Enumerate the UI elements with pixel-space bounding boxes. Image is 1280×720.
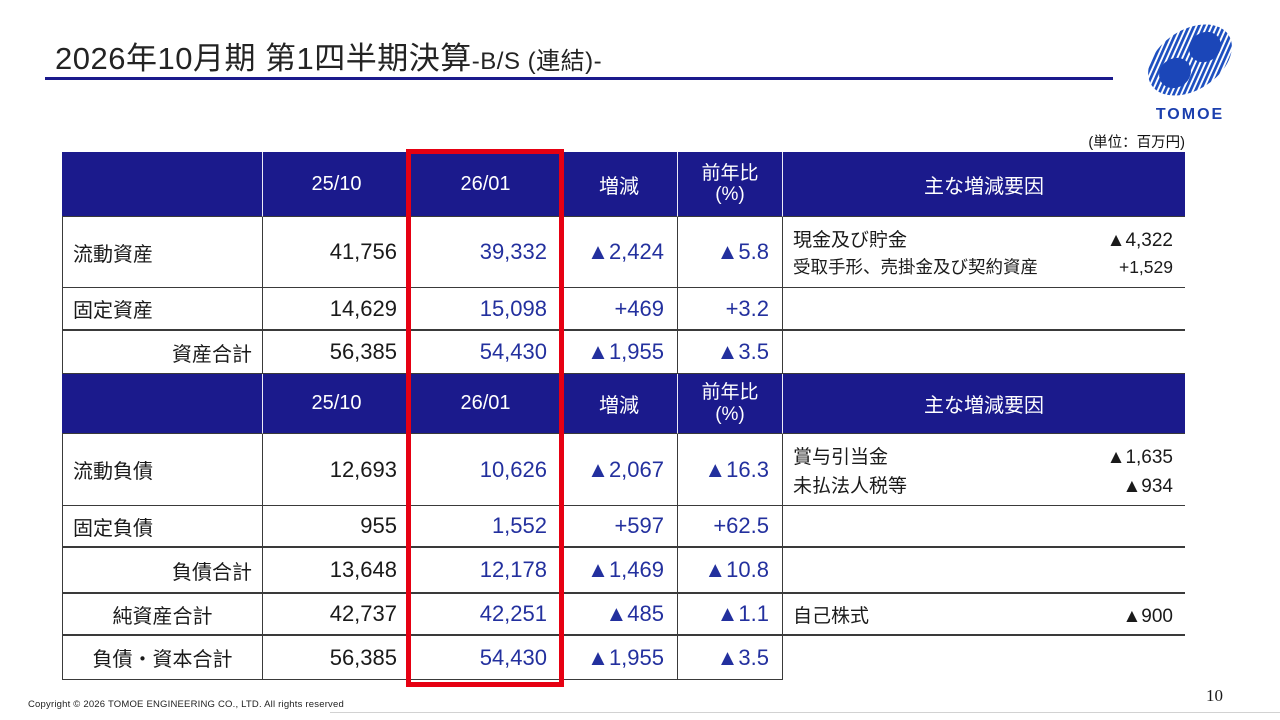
col-header-26-01: 26/01: [411, 152, 561, 217]
total-net-assets-prev: 42,737: [263, 594, 411, 636]
total-net-assets-change: ▲485: [561, 594, 678, 636]
balance-sheet-table: 25/10 26/01 増減 前年比 (%) 主な増減要因 流動資産 41,75…: [62, 152, 1185, 680]
total-net-assets-yoy: ▲1.1: [678, 594, 783, 636]
col-header-25-10-2: 25/10: [263, 374, 411, 434]
factor-value: +1,529: [1118, 257, 1173, 277]
current-assets-yoy: ▲5.8: [678, 217, 783, 288]
col-header-main-factors-2: 主な増減要因: [783, 374, 1185, 434]
total-liabilities-factors: [783, 548, 1185, 594]
total-assets-yoy: ▲3.5: [678, 331, 783, 374]
fixed-liabilities-prev: 955: [263, 506, 411, 548]
col-header-item-blank: [62, 152, 263, 217]
col-header-yoy-line2: (%): [715, 184, 745, 205]
current-liabilities-prev: 12,693: [263, 434, 411, 506]
page-title-sub: -B/S (連結)-: [471, 48, 603, 75]
col-header-yoy-line2: (%): [715, 403, 745, 425]
total-assets-prev: 56,385: [263, 331, 411, 374]
factor-value: ▲900: [1122, 605, 1173, 627]
col-header-yoy-2: 前年比 (%): [678, 374, 783, 434]
tomoe-logo-text: TOMOE: [1156, 106, 1224, 123]
total-assets-label: 資産合計: [62, 331, 263, 374]
total-net-assets-label: 純資産合計: [62, 594, 263, 636]
current-assets-label: 流動資産: [62, 217, 263, 288]
col-header-change-2: 増減: [561, 374, 678, 434]
col-header-25-10: 25/10: [263, 152, 411, 217]
fixed-assets-label: 固定資産: [62, 288, 263, 331]
fixed-liabilities-curr: 1,552: [411, 506, 561, 548]
total-liabilities-equity-factors: [783, 636, 1185, 680]
factor-line: 現金及び貯金 ▲4,322: [793, 225, 1173, 252]
total-assets-change: ▲1,955: [561, 331, 678, 374]
total-liabilities-equity-yoy: ▲3.5: [678, 636, 783, 680]
total-liabilities-label: 負債合計: [62, 548, 263, 594]
factor-value: ▲1,635: [1106, 446, 1173, 468]
total-liabilities-prev: 13,648: [263, 548, 411, 594]
tomoe-logo: TOMOE: [1148, 24, 1232, 123]
factor-name: 自己株式: [793, 605, 870, 627]
current-liabilities-change: ▲2,067: [561, 434, 678, 506]
factor-value: ▲934: [1122, 475, 1173, 497]
page-title-main: 2026年10月期 第1四半期決算: [55, 41, 472, 76]
col-header-item-blank-2: [62, 374, 263, 434]
fixed-liabilities-label: 固定負債: [62, 506, 263, 548]
factor-name: 現金及び貯金: [793, 230, 908, 251]
unit-note: (単位：百万円): [1088, 135, 1185, 151]
current-liabilities-yoy: ▲16.3: [678, 434, 783, 506]
total-assets-curr: 54,430: [411, 331, 561, 374]
total-liabilities-equity-label: 負債・資本合計: [62, 636, 263, 680]
tomoe-logo-mark: [1148, 24, 1232, 96]
factor-name: 未払法人税等: [793, 475, 908, 497]
total-liabilities-yoy: ▲10.8: [678, 548, 783, 594]
col-header-change: 増減: [561, 152, 678, 217]
current-assets-prev: 41,756: [263, 217, 411, 288]
col-header-yoy: 前年比 (%): [678, 152, 783, 217]
total-net-assets-curr: 42,251: [411, 594, 561, 636]
col-header-yoy-line1: 前年比: [701, 382, 759, 404]
factor-line: 受取手形、売掛金及び契約資産 +1,529: [793, 254, 1173, 279]
current-liabilities-factors: 賞与引当金 ▲1,635 未払法人税等 ▲934: [783, 434, 1185, 506]
total-liabilities-equity-curr: 54,430: [411, 636, 561, 680]
factor-value: ▲4,322: [1106, 230, 1173, 251]
fixed-liabilities-factors: [783, 506, 1185, 548]
col-header-26-01-2: 26/01: [411, 374, 561, 434]
total-net-assets-factors: 自己株式 ▲900: [783, 594, 1185, 636]
total-liabilities-equity-change: ▲1,955: [561, 636, 678, 680]
current-assets-change: ▲2,424: [561, 217, 678, 288]
current-assets-curr: 39,332: [411, 217, 561, 288]
current-assets-factors: 現金及び貯金 ▲4,322 受取手形、売掛金及び契約資産 +1,529: [783, 217, 1185, 288]
total-assets-factors: [783, 331, 1185, 374]
page-number: 10: [1206, 686, 1223, 705]
total-liabilities-curr: 12,178: [411, 548, 561, 594]
factor-line: 未払法人税等 ▲934: [793, 471, 1173, 498]
col-header-main-factors: 主な増減要因: [783, 152, 1185, 217]
total-liabilities-equity-prev: 56,385: [263, 636, 411, 680]
fixed-assets-factors: [783, 288, 1185, 331]
current-liabilities-label: 流動負債: [62, 434, 263, 506]
col-header-yoy-line1: 前年比: [701, 162, 759, 184]
factor-name: 賞与引当金: [793, 446, 889, 468]
fixed-assets-prev: 14,629: [263, 288, 411, 331]
fixed-assets-change: +469: [561, 288, 678, 331]
bottom-divider: [330, 712, 1280, 713]
page-title: 2026年10月期 第1四半期決算-B/S (連結)-: [55, 33, 602, 78]
total-liabilities-change: ▲1,469: [561, 548, 678, 594]
copyright-text: Copyright © 2026 TOMOE ENGINEERING CO., …: [28, 699, 344, 710]
current-liabilities-curr: 10,626: [411, 434, 561, 506]
factor-line: 自己株式 ▲900: [793, 601, 1173, 628]
title-underline: [45, 77, 1113, 80]
fixed-assets-curr: 15,098: [411, 288, 561, 331]
fixed-assets-yoy: +3.2: [678, 288, 783, 331]
factor-name: 受取手形、売掛金及び契約資産: [793, 257, 1038, 277]
fixed-liabilities-yoy: +62.5: [678, 506, 783, 548]
fixed-liabilities-change: +597: [561, 506, 678, 548]
factor-line: 賞与引当金 ▲1,635: [793, 442, 1173, 469]
